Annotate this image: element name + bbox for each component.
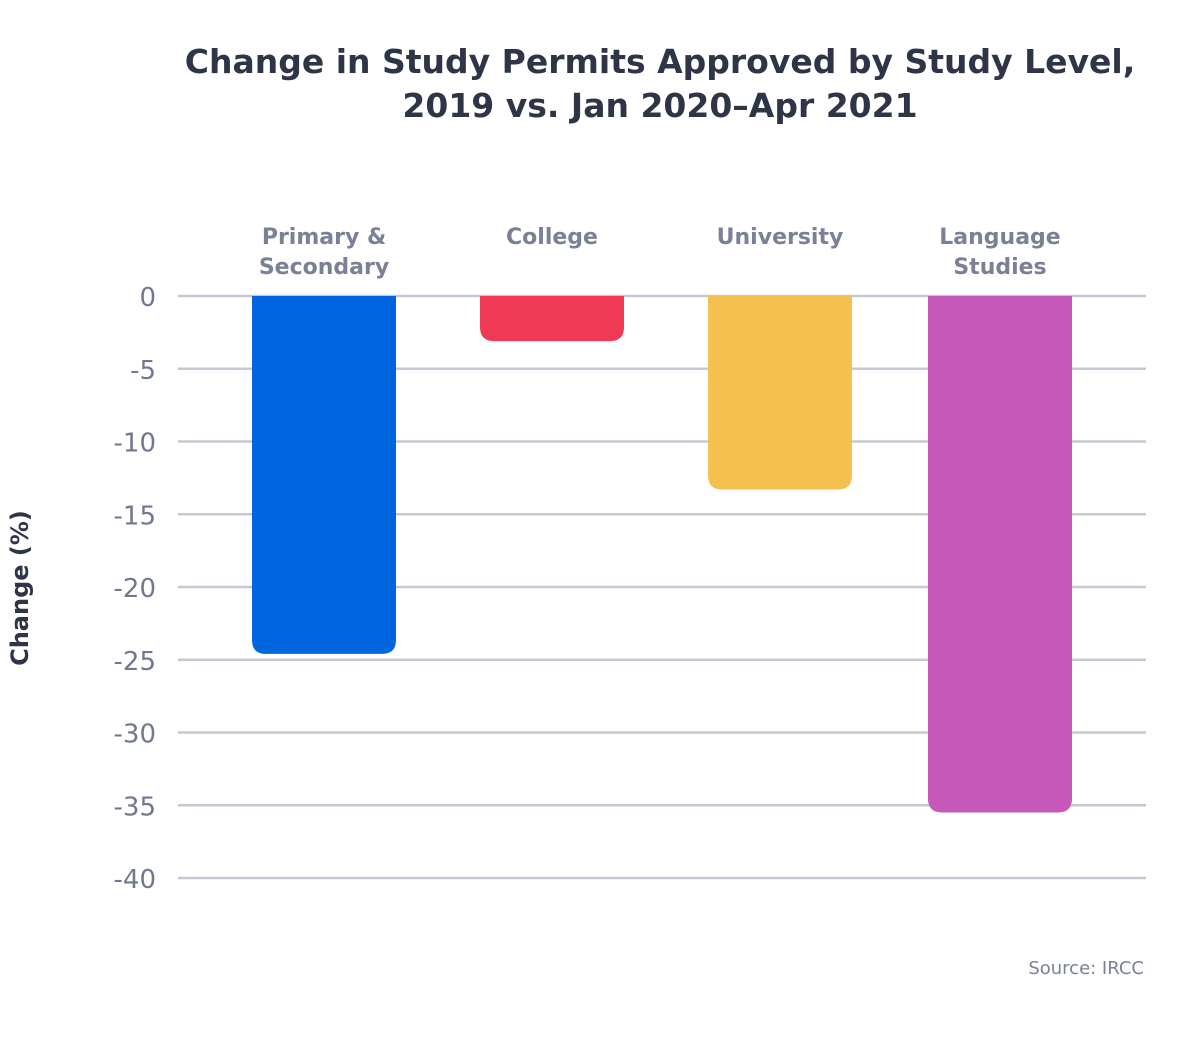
category-label-line: Studies bbox=[953, 255, 1046, 280]
y-tick-label: -35 bbox=[114, 792, 156, 822]
category-labels: Primary & Secondary College University Langu… bbox=[259, 225, 1061, 280]
bar-university bbox=[708, 296, 852, 490]
category-label-line: College bbox=[506, 225, 598, 250]
category-label: Primary & Secondary bbox=[259, 225, 389, 280]
category-label-line: University bbox=[717, 225, 844, 250]
bars bbox=[252, 296, 1072, 813]
y-axis-ticks: 0 -5 -10 -15 -20 -25 -30 -35 -40 bbox=[114, 283, 156, 895]
y-axis-label: Change (%) bbox=[6, 510, 34, 666]
category-label-line: Language bbox=[939, 225, 1060, 250]
category-label: University bbox=[717, 225, 844, 250]
source-note: Source: IRCC bbox=[1028, 958, 1144, 979]
y-tick-label: 0 bbox=[139, 283, 156, 313]
y-tick-label: -20 bbox=[114, 574, 156, 604]
y-tick-label: -15 bbox=[114, 501, 156, 531]
y-tick-label: -40 bbox=[114, 865, 156, 895]
category-label-line: Secondary bbox=[259, 255, 389, 280]
category-label: Language Studies bbox=[939, 225, 1060, 280]
y-tick-label: -25 bbox=[114, 647, 156, 677]
bar-college bbox=[480, 296, 624, 342]
chart-title: Change in Study Permits Approved by Stud… bbox=[184, 42, 1136, 125]
category-label: College bbox=[506, 225, 598, 250]
category-label-line: Primary & bbox=[262, 225, 386, 250]
y-tick-label: -5 bbox=[130, 356, 156, 386]
y-tick-label: -10 bbox=[114, 429, 156, 459]
y-tick-label: -30 bbox=[114, 720, 156, 750]
bar-language-studies bbox=[928, 296, 1072, 813]
bar-primary-secondary bbox=[252, 296, 396, 654]
